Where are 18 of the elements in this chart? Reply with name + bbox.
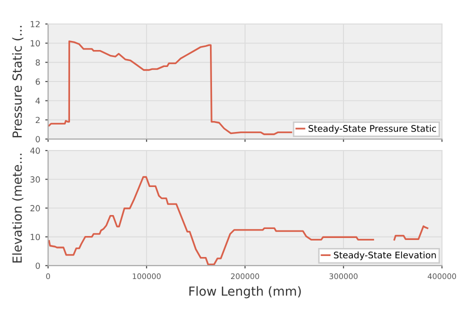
y-tick-label: 12 xyxy=(30,20,40,28)
x-axis-title: Flow Length (mm) xyxy=(189,286,301,298)
legend-label: Steady-State Elevation xyxy=(334,251,436,260)
y-axis-title: Elevation (mete... xyxy=(12,154,24,262)
y-tick-label: 10 xyxy=(30,40,40,46)
y-tick-label: 2 xyxy=(36,116,40,124)
y-tick-label: 10 xyxy=(30,234,40,240)
y-axis-title: Pressure Static (... xyxy=(12,26,24,138)
y-tick-label: 0 xyxy=(36,136,40,142)
y-tick-label: 20 xyxy=(30,205,40,212)
y-tick-label: 40 xyxy=(30,148,40,154)
legend-label: Steady-State Pressure Static xyxy=(308,124,436,134)
y-tick-label: 8 xyxy=(36,59,40,66)
y-tick-label: 30 xyxy=(30,176,40,183)
line-series xyxy=(48,40,292,136)
y-tick-label: 0 xyxy=(36,262,40,269)
y-tick-label: 6 xyxy=(36,78,40,85)
y-tick-label: 4 xyxy=(36,98,40,104)
